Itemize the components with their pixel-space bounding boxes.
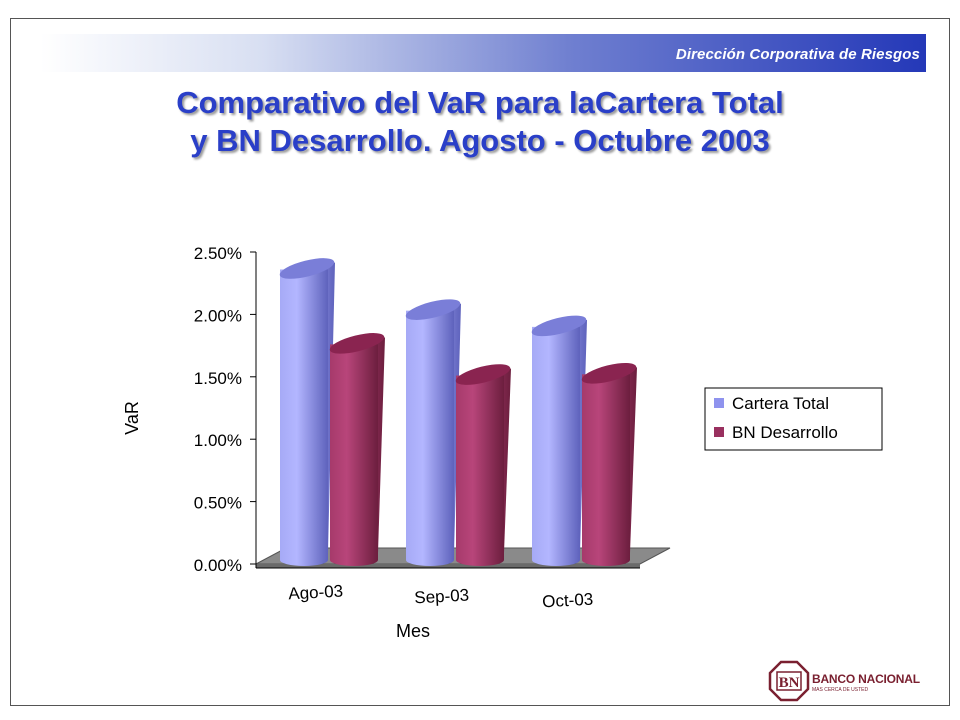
chart-axes: 0.00% 0.50% 1.00% 1.50% 2.00% 2.50% VaR Ago-03 S… (122, 244, 640, 641)
bar-base (532, 554, 580, 566)
bar-base (456, 554, 504, 566)
bar-column (582, 374, 630, 560)
bar-cap (455, 364, 511, 385)
bar-1-2 (581, 363, 637, 566)
bar-base (406, 554, 454, 566)
legend-label: BN Desarrollo (732, 423, 838, 442)
bar-base (330, 554, 378, 566)
y-tick-label: 2.00% (194, 306, 242, 325)
bar-0-1 (405, 299, 461, 566)
slide-title: Comparativo del VaR para laCartera Total… (0, 84, 960, 160)
header-banner (40, 34, 926, 72)
legend-box (704, 387, 883, 451)
bar-column (456, 375, 504, 560)
title-line-2: y BN Desarrollo. Agosto - Octubre 2003 (190, 123, 770, 158)
bar-cap (531, 315, 587, 337)
bar-column (330, 344, 378, 560)
bar-cap (279, 258, 335, 279)
slide-frame (10, 18, 950, 706)
bar-1-0 (329, 333, 385, 566)
bar-base (582, 554, 630, 566)
x-tick-label: Ago-03 (288, 582, 344, 604)
bar-1-1 (455, 364, 511, 566)
x-tick-label: Sep-03 (414, 586, 470, 608)
bar-cap (329, 333, 385, 354)
bar-column (280, 269, 328, 560)
bar-cap (581, 363, 637, 384)
bar-base (280, 554, 328, 566)
department-label: Dirección Corporativa de Riesgos (675, 46, 920, 63)
x-axis-title: Mes (396, 621, 430, 641)
y-tick-label: 2.50% (194, 244, 242, 263)
bar-0-2 (531, 315, 587, 566)
y-axis-title: VaR (122, 401, 142, 435)
legend-label: Cartera Total (732, 394, 829, 413)
y-tick-label: 1.00% (194, 431, 242, 450)
legend-swatch (714, 398, 724, 408)
bar-cap (405, 299, 461, 320)
bar-column (406, 310, 454, 560)
logo-letters: BN (779, 675, 800, 691)
chart-legend: Cartera Total BN Desarrollo (704, 387, 883, 451)
title-line-1: Comparativo del VaR para laCartera Total (176, 85, 784, 120)
legend-swatch (714, 427, 724, 437)
y-tick-label: 0.50% (194, 494, 242, 513)
bank-name: BANCO NACIONAL (812, 672, 920, 686)
y-tick-label: 1.50% (194, 369, 242, 388)
bank-logo-icon: BN (768, 660, 810, 702)
bar-column (532, 326, 580, 560)
chart-bars (279, 258, 637, 566)
x-tick-label: Oct-03 (542, 590, 594, 612)
y-tick-label: 0.00% (194, 556, 242, 575)
bank-slogan: MAS CERCA DE USTED (812, 687, 869, 693)
bar-0-0 (279, 258, 335, 566)
